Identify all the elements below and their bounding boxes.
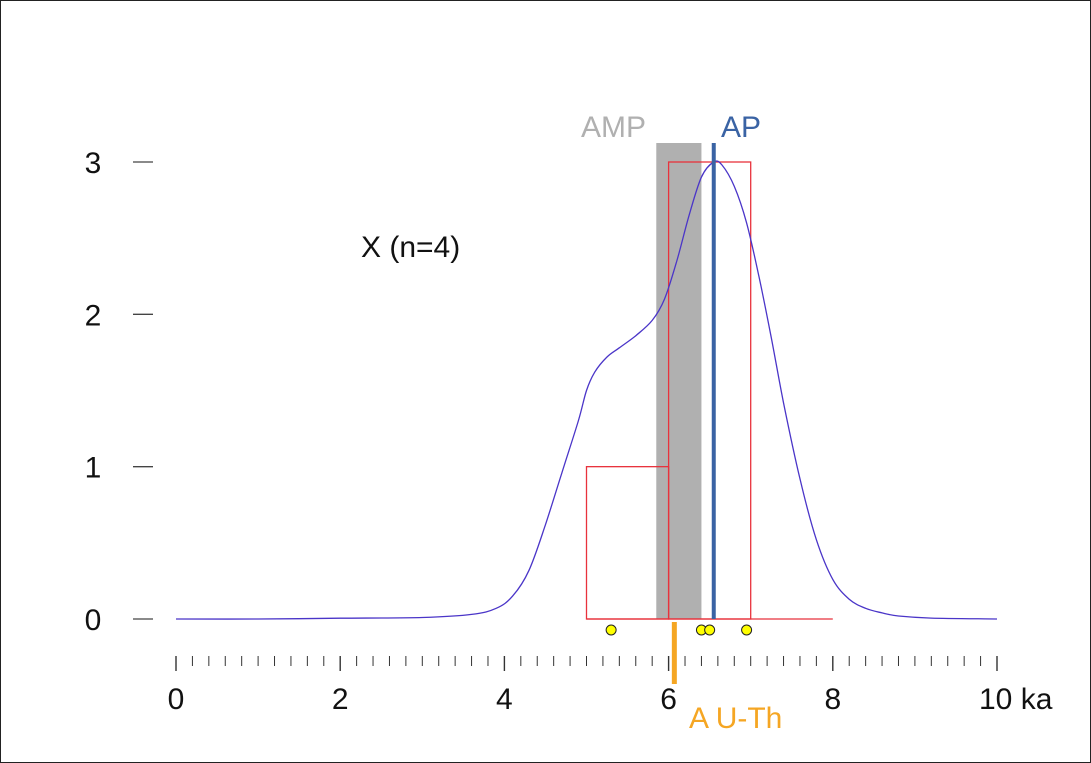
y-tick-label: 3: [85, 147, 102, 180]
y-tick-label: 1: [85, 452, 102, 485]
y-tick-label: 2: [85, 299, 102, 332]
amp-band: [656, 143, 702, 619]
density-curve: [175, 160, 998, 620]
sample-point-0: [605, 624, 617, 636]
sample-point-2: [704, 624, 716, 636]
x-tick-label: 10 ka: [979, 683, 1053, 716]
x-tick-label: 2: [332, 683, 349, 716]
x-tick-label: 6: [660, 683, 677, 716]
x-tick-label: 8: [824, 683, 841, 716]
y-tick-label: 0: [85, 604, 102, 637]
panel-label: X (n=4): [361, 231, 460, 264]
x-tick-label: 4: [496, 683, 513, 716]
x-tick-label: 0: [168, 683, 185, 716]
sample-point-3: [741, 624, 753, 636]
amp-label: AMP: [581, 111, 646, 144]
a-uth-label: A U-Th: [689, 702, 782, 735]
ap-label: AP: [721, 111, 761, 144]
